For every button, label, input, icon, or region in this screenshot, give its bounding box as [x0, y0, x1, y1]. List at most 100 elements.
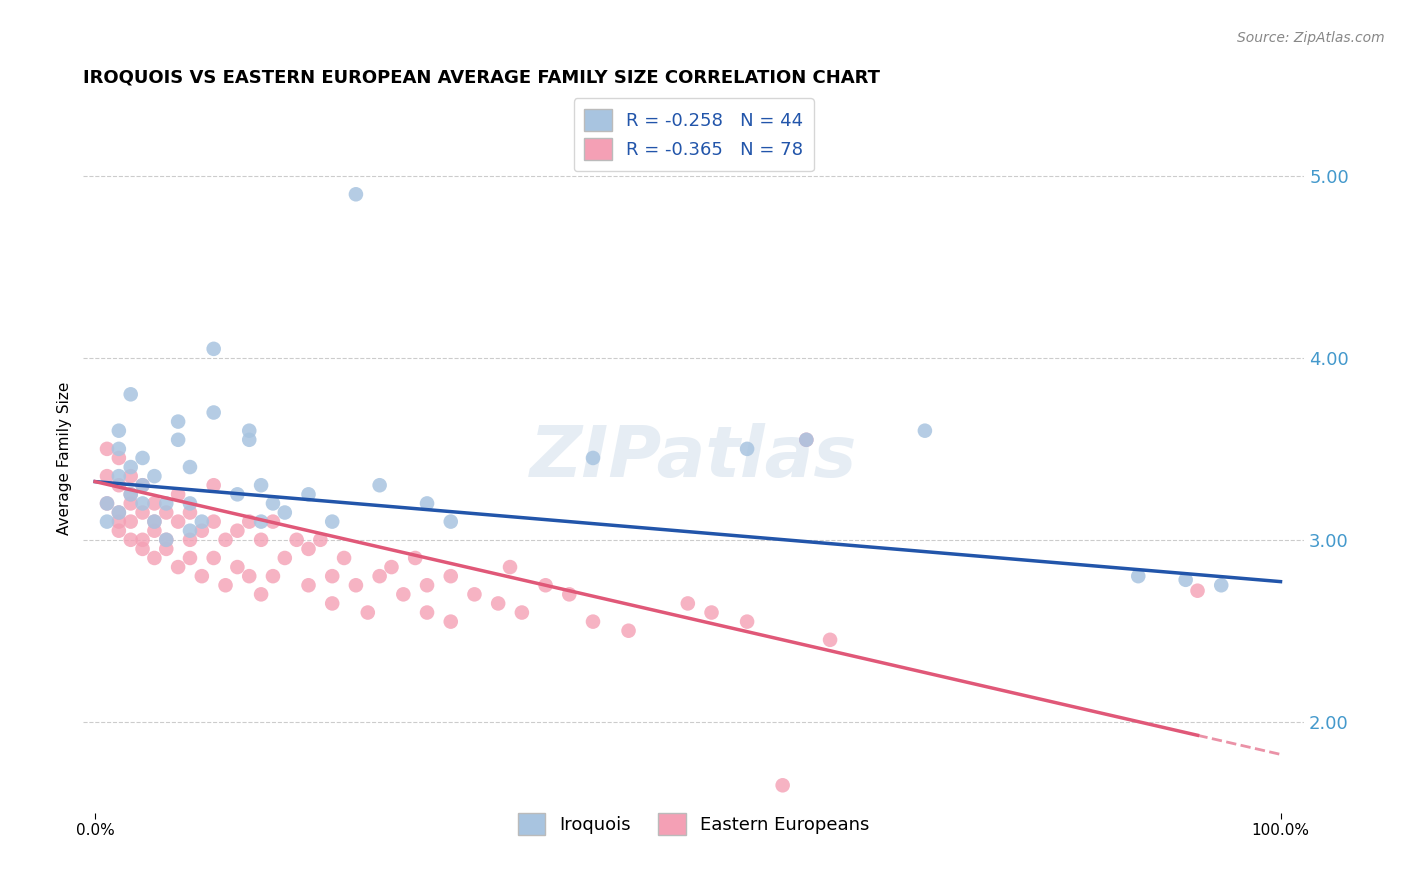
Point	[179, 551, 201, 566]
Point	[582, 450, 605, 465]
Point	[617, 624, 640, 638]
Point	[120, 496, 142, 510]
Point	[143, 524, 166, 538]
Point	[108, 450, 131, 465]
Point	[735, 615, 758, 629]
Point	[202, 342, 225, 356]
Point	[202, 515, 225, 529]
Point	[214, 578, 236, 592]
Point	[96, 515, 118, 529]
Point	[155, 541, 177, 556]
Point	[96, 496, 118, 510]
Point	[344, 187, 367, 202]
Point	[463, 587, 485, 601]
Point	[416, 578, 439, 592]
Point	[440, 569, 463, 583]
Point	[120, 487, 142, 501]
Point	[167, 515, 190, 529]
Point	[499, 560, 522, 574]
Point	[108, 515, 131, 529]
Point	[131, 478, 153, 492]
Point	[108, 469, 131, 483]
Point	[796, 433, 818, 447]
Point	[108, 506, 131, 520]
Point	[108, 424, 131, 438]
Point	[131, 541, 153, 556]
Point	[368, 478, 391, 492]
Point	[96, 442, 118, 456]
Text: ZIPatlas: ZIPatlas	[530, 424, 858, 492]
Point	[297, 487, 319, 501]
Point	[167, 487, 190, 501]
Point	[285, 533, 308, 547]
Point	[238, 433, 260, 447]
Point	[120, 387, 142, 401]
Point	[155, 496, 177, 510]
Point	[321, 515, 343, 529]
Point	[1187, 583, 1209, 598]
Point	[131, 506, 153, 520]
Point	[131, 533, 153, 547]
Point	[167, 560, 190, 574]
Point	[96, 496, 118, 510]
Point	[226, 524, 249, 538]
Point	[143, 496, 166, 510]
Point	[226, 560, 249, 574]
Point	[344, 578, 367, 592]
Point	[914, 424, 936, 438]
Point	[1128, 569, 1150, 583]
Point	[120, 460, 142, 475]
Point	[155, 506, 177, 520]
Point	[131, 450, 153, 465]
Point	[440, 515, 463, 529]
Point	[1211, 578, 1233, 592]
Point	[167, 433, 190, 447]
Point	[96, 469, 118, 483]
Point	[179, 506, 201, 520]
Point	[534, 578, 557, 592]
Point	[380, 560, 402, 574]
Y-axis label: Average Family Size: Average Family Size	[58, 381, 72, 534]
Point	[416, 606, 439, 620]
Point	[179, 524, 201, 538]
Point	[155, 533, 177, 547]
Point	[262, 515, 284, 529]
Point	[108, 478, 131, 492]
Point	[250, 533, 273, 547]
Legend: Iroquois, Eastern Europeans: Iroquois, Eastern Europeans	[510, 806, 876, 843]
Point	[202, 478, 225, 492]
Text: Source: ZipAtlas.com: Source: ZipAtlas.com	[1237, 31, 1385, 45]
Point	[202, 405, 225, 419]
Point	[238, 515, 260, 529]
Point	[120, 469, 142, 483]
Point	[250, 515, 273, 529]
Point	[486, 597, 509, 611]
Point	[676, 597, 699, 611]
Point	[120, 515, 142, 529]
Point	[191, 569, 214, 583]
Point	[191, 524, 214, 538]
Point	[558, 587, 581, 601]
Point	[214, 533, 236, 547]
Point	[131, 496, 153, 510]
Point	[250, 478, 273, 492]
Point	[179, 496, 201, 510]
Point	[179, 533, 201, 547]
Point	[262, 496, 284, 510]
Point	[735, 442, 758, 456]
Point	[818, 632, 841, 647]
Point	[772, 778, 794, 792]
Point	[143, 515, 166, 529]
Point	[131, 478, 153, 492]
Text: IROQUOIS VS EASTERN EUROPEAN AVERAGE FAMILY SIZE CORRELATION CHART: IROQUOIS VS EASTERN EUROPEAN AVERAGE FAM…	[83, 69, 880, 87]
Point	[309, 533, 332, 547]
Point	[238, 569, 260, 583]
Point	[796, 433, 818, 447]
Point	[155, 533, 177, 547]
Point	[357, 606, 380, 620]
Point	[416, 496, 439, 510]
Point	[143, 551, 166, 566]
Point	[297, 541, 319, 556]
Point	[202, 551, 225, 566]
Point	[368, 569, 391, 583]
